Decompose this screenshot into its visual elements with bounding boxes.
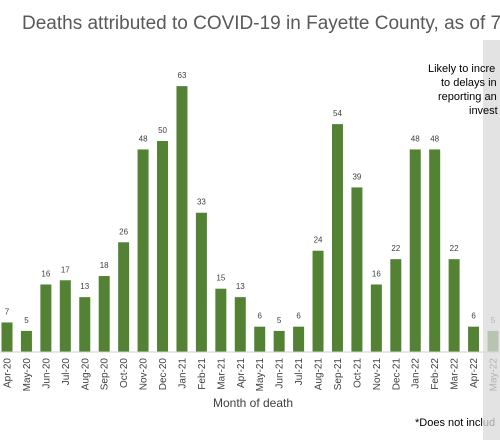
data-label: 39 xyxy=(352,172,361,181)
bar xyxy=(273,330,285,352)
x-tick-label: Sep-20 xyxy=(100,358,111,391)
bar xyxy=(351,187,363,352)
bar xyxy=(176,86,188,352)
bar xyxy=(448,259,460,352)
annotation: reporting an xyxy=(438,91,497,103)
bar xyxy=(293,326,305,352)
bar xyxy=(79,297,91,352)
bar xyxy=(468,326,480,352)
x-tick-label: Apr-20 xyxy=(3,358,14,388)
x-tick-label: Dec-20 xyxy=(158,358,169,391)
x-tick-label: May-21 xyxy=(255,358,266,392)
data-label: 17 xyxy=(61,265,70,274)
x-tick-label: Jul-21 xyxy=(294,358,305,386)
bar xyxy=(390,259,402,352)
data-label: 7 xyxy=(5,307,10,316)
bar xyxy=(157,141,169,352)
data-label: 22 xyxy=(391,244,400,253)
x-tick-label: Mar-21 xyxy=(216,358,227,390)
x-tick-label: Sep-21 xyxy=(333,358,344,391)
data-label: 16 xyxy=(372,269,381,278)
data-label: 18 xyxy=(100,261,109,270)
chart-title: Deaths attributed to COVID-19 in Fayette… xyxy=(22,13,500,34)
x-tick-label: Jun-20 xyxy=(41,358,52,389)
x-tick-label: Feb-22 xyxy=(430,358,441,390)
bar xyxy=(20,330,32,352)
bar xyxy=(195,212,207,352)
bar xyxy=(409,149,421,352)
annotation: Likely to incre xyxy=(428,63,495,75)
annotation: invest xyxy=(469,105,498,117)
bar xyxy=(59,280,71,352)
footnote: *Does not includ xyxy=(415,417,495,429)
x-tick-label: Apr-21 xyxy=(236,358,247,388)
x-tick-label: Jan-21 xyxy=(177,358,188,389)
annotation: to delays in xyxy=(441,77,497,89)
x-tick-label: Apr-22 xyxy=(469,358,480,388)
data-label: 5 xyxy=(277,316,282,325)
bar xyxy=(234,297,246,352)
x-tick-label: May-20 xyxy=(22,358,33,392)
data-label: 13 xyxy=(80,282,89,291)
bar xyxy=(40,284,52,352)
bar xyxy=(1,322,13,352)
x-tick-label: Nov-20 xyxy=(139,358,150,391)
data-label: 5 xyxy=(24,316,29,325)
x-tick-label: Jun-21 xyxy=(275,358,286,389)
x-tick-label: Aug-21 xyxy=(314,358,325,391)
data-label: 63 xyxy=(178,71,187,80)
data-label: 6 xyxy=(471,312,476,321)
data-label: 50 xyxy=(158,126,167,135)
shaded-region xyxy=(483,40,500,440)
bar xyxy=(331,124,343,353)
data-label: 26 xyxy=(119,227,128,236)
x-tick-label: Jul-20 xyxy=(61,358,72,386)
bar xyxy=(98,276,110,352)
bar xyxy=(137,149,149,352)
x-tick-label: Feb-21 xyxy=(197,358,208,390)
x-tick-label: Oct-20 xyxy=(119,358,130,388)
data-label: 48 xyxy=(411,134,420,143)
data-label: 48 xyxy=(139,134,148,143)
data-label: 15 xyxy=(216,274,225,283)
x-tick-label: Oct-21 xyxy=(352,358,363,388)
data-label: 54 xyxy=(333,109,342,118)
data-label: 16 xyxy=(41,269,50,278)
data-label: 13 xyxy=(236,282,245,291)
data-label: 24 xyxy=(314,236,323,245)
data-label: 6 xyxy=(257,312,262,321)
data-label: 33 xyxy=(197,198,206,207)
data-label: 22 xyxy=(450,244,459,253)
x-axis-label: Month of death xyxy=(213,396,293,410)
bar xyxy=(312,250,324,352)
x-tick-label: Dec-21 xyxy=(391,358,402,391)
x-tick-label: Nov-21 xyxy=(372,358,383,391)
bar xyxy=(254,326,266,352)
x-tick-label: Jan-22 xyxy=(411,358,422,389)
x-tick-label: Mar-22 xyxy=(450,358,461,390)
bar xyxy=(118,242,130,352)
bar xyxy=(215,288,227,352)
x-tick-label: Aug-20 xyxy=(80,358,91,391)
bar xyxy=(429,149,441,352)
data-label: 6 xyxy=(296,312,301,321)
data-label: 48 xyxy=(430,134,439,143)
bar xyxy=(370,284,382,352)
